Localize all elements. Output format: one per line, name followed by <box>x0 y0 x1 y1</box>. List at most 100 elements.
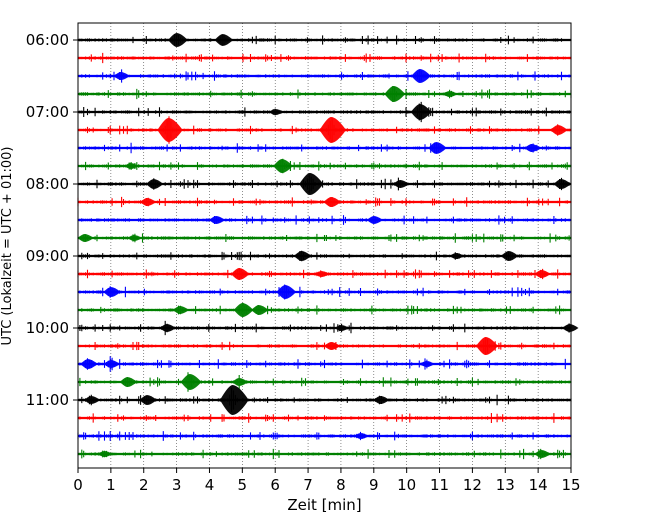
trace-signal <box>77 86 572 102</box>
x-tick-label: 1 <box>106 476 116 494</box>
event-burst <box>251 305 269 315</box>
event-burst <box>268 109 284 115</box>
x-tick-label: 7 <box>303 476 313 494</box>
event-burst <box>172 306 189 314</box>
y-tick-label: 08:00 <box>26 175 69 193</box>
x-tick-label: 4 <box>205 476 215 494</box>
event-burst <box>334 325 350 331</box>
trace-11:00 <box>77 385 572 415</box>
y-tick-label: 11:00 <box>26 391 69 409</box>
y-tick-label: 10:00 <box>26 319 69 337</box>
event-burst <box>319 117 347 143</box>
trace-signal <box>77 284 572 300</box>
event-burst <box>323 197 341 207</box>
event-burst <box>157 118 183 142</box>
trace-06:15 <box>77 52 572 64</box>
trace-signal <box>77 142 572 154</box>
event-burst <box>273 159 293 173</box>
event-burst <box>140 198 157 206</box>
x-axis-label: Zeit [min] <box>287 496 361 514</box>
event-burst <box>366 216 383 224</box>
event-burst <box>393 180 410 188</box>
x-tick-label: 13 <box>496 476 515 494</box>
x-tick-label: 3 <box>172 476 182 494</box>
trace-08:45 <box>77 233 572 243</box>
trace-11:15 <box>77 413 572 423</box>
trace-signal <box>77 356 572 372</box>
trace-07:30 <box>77 142 572 154</box>
x-tick-label: 12 <box>463 476 482 494</box>
event-burst <box>428 142 447 154</box>
trace-08:15 <box>77 196 572 208</box>
trace-11:45 <box>77 448 572 460</box>
event-burst <box>146 179 164 189</box>
trace-signal <box>77 431 572 441</box>
trace-07:45 <box>77 158 572 174</box>
plot-frame <box>77 22 572 469</box>
trace-08:00 <box>77 173 572 195</box>
event-burst <box>299 173 324 195</box>
event-burst <box>80 359 98 369</box>
trace-06:30 <box>77 69 572 83</box>
event-burst <box>231 268 250 280</box>
y-axis-label: UTC (Lokalzeit = UTC + 01:00) <box>0 147 15 346</box>
trace-10:00 <box>77 320 579 336</box>
trace-07:00 <box>77 101 572 123</box>
event-burst <box>553 179 571 189</box>
x-tick-label: 10 <box>397 476 416 494</box>
seismic-traces <box>77 33 579 460</box>
trace-10:30 <box>77 356 572 372</box>
trace-signal <box>77 302 572 318</box>
event-burst <box>127 235 143 241</box>
event-burst <box>219 385 249 415</box>
x-tick-label: 5 <box>238 476 248 494</box>
event-burst <box>168 33 188 47</box>
x-tick-label: 15 <box>561 476 580 494</box>
trace-09:45 <box>77 302 572 318</box>
event-burst <box>103 360 120 368</box>
trace-signal <box>77 250 572 262</box>
trace-09:15 <box>77 268 572 280</box>
event-burst <box>476 337 498 355</box>
event-burst <box>232 378 249 386</box>
trace-10:15 <box>77 337 572 355</box>
event-burst <box>276 285 297 299</box>
event-burst <box>534 450 551 458</box>
event-burst <box>550 125 568 135</box>
event-burst <box>113 72 130 80</box>
trace-signal <box>77 372 572 392</box>
event-burst <box>449 253 465 259</box>
trace-07:15 <box>77 116 572 144</box>
trace-signal <box>77 69 572 83</box>
event-burst <box>419 361 435 367</box>
x-tick-label: 2 <box>139 476 149 494</box>
x-tick-label: 9 <box>369 476 379 494</box>
x-tick-label: 14 <box>529 476 548 494</box>
trace-09:00 <box>77 250 572 262</box>
event-burst <box>562 324 579 332</box>
event-burst <box>293 251 312 261</box>
event-burst <box>524 144 541 152</box>
trace-signal <box>77 233 572 243</box>
event-burst <box>384 86 406 102</box>
trace-signal <box>77 448 572 460</box>
trace-10:45 <box>77 372 572 392</box>
trace-08:30 <box>77 215 572 225</box>
event-burst <box>139 395 157 405</box>
grid-lines <box>110 23 539 468</box>
event-burst <box>534 270 551 278</box>
trace-signal <box>77 34 572 46</box>
x-tick-label: 11 <box>430 476 449 494</box>
event-burst <box>501 251 519 261</box>
trace-signal <box>77 320 572 336</box>
event-burst <box>159 324 176 332</box>
trace-06:45 <box>77 86 572 102</box>
trace-signal <box>77 413 572 423</box>
x-tick-label: 0 <box>73 476 83 494</box>
trace-11:30 <box>77 431 572 441</box>
trace-09:30 <box>77 284 572 300</box>
event-burst <box>324 342 341 350</box>
trace-signal <box>77 158 572 174</box>
event-burst <box>314 271 330 277</box>
